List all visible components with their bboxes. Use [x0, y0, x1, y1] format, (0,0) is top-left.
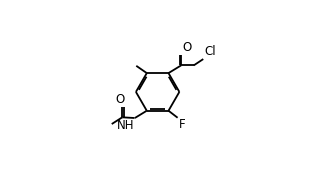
Text: F: F: [179, 118, 185, 131]
Text: Cl: Cl: [204, 45, 216, 58]
Text: NH: NH: [117, 118, 134, 132]
Text: O: O: [115, 93, 124, 106]
Text: O: O: [183, 41, 192, 54]
